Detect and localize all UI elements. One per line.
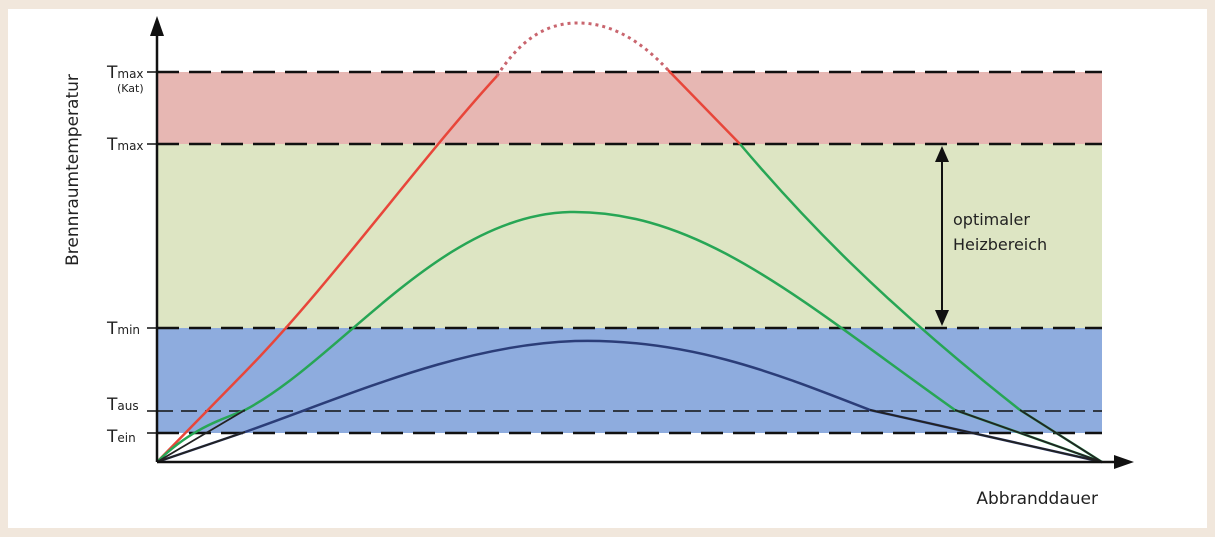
label-tein: Tein [106,427,136,447]
label-tmin: Tmin [106,319,140,339]
red-curve-rising [156,75,498,463]
green-curve-falling [739,143,1103,464]
label-taus: Taus [106,395,139,415]
y-axis-arrow-icon [150,16,164,36]
label-tmax-kat: Tmax [106,63,144,83]
y-ticks [147,71,157,434]
range-label-line2: Heizbereich [953,235,1047,254]
range-label-line1: optimaler [953,210,1030,229]
y-axis-label: Brennraumtemperatur [63,74,83,266]
x-axis-label: Abbranddauer [976,489,1098,509]
dotted-peak-curve [495,21,670,77]
label-tmax-kat-note: (Kat) [117,82,144,95]
blue-zone [157,328,1102,433]
green-zone [157,144,1102,328]
range-arrow-up-icon [935,146,949,162]
level-lines [157,70,1102,435]
x-axis-arrow-icon [1114,455,1134,469]
label-tmax: Tmax [106,135,144,155]
blue-curve [156,339,1103,464]
ignition-lines [156,409,1103,463]
range-arrow-down-icon [935,310,949,326]
red-curve-falling [667,69,741,145]
green-curve [156,210,1103,464]
red-zone [157,72,1102,144]
